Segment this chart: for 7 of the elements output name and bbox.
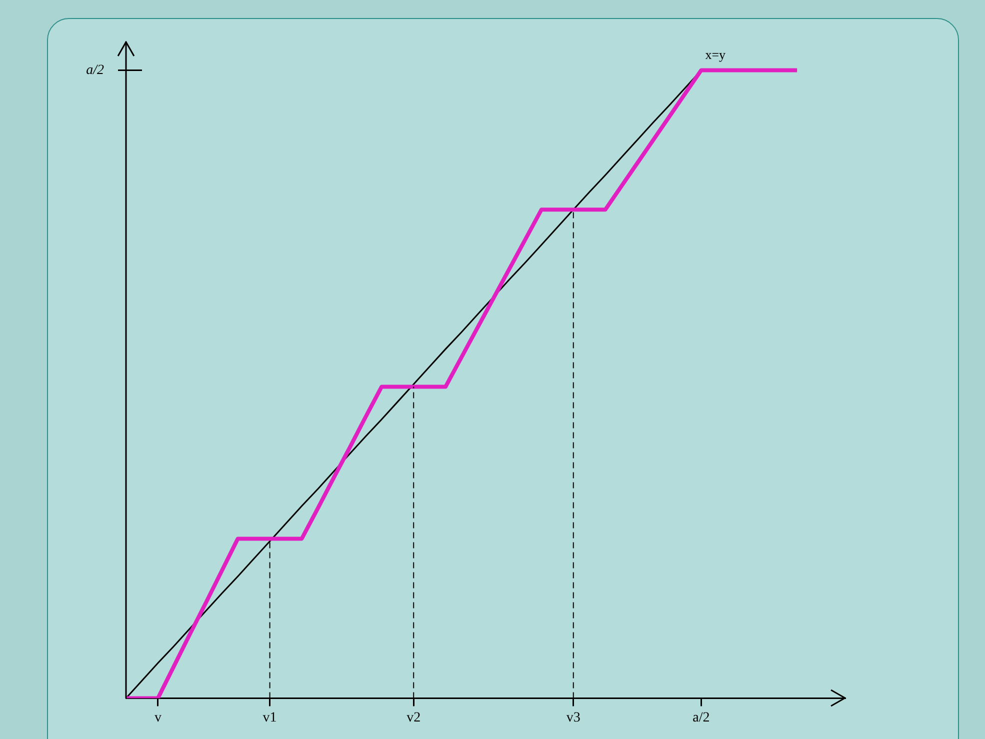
x-tick-label: a/2: [692, 710, 710, 726]
x-tick-label: v1: [262, 710, 277, 726]
x-tick-label: v: [154, 710, 162, 726]
x-tick-label: v2: [406, 710, 421, 726]
series-label: x=y: [705, 47, 726, 62]
x-tick-label: v3: [566, 710, 580, 726]
text: a/2: [86, 62, 104, 78]
